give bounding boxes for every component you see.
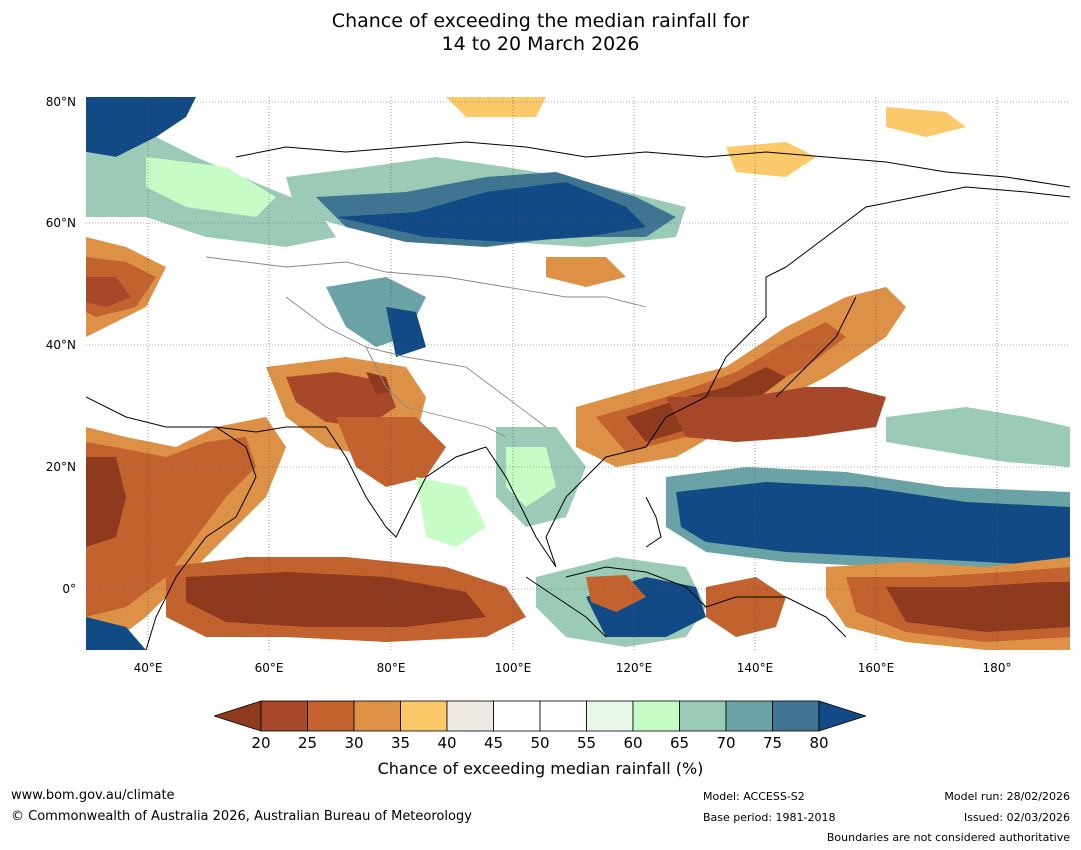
colorbar-segment xyxy=(493,700,541,732)
rainfall-map xyxy=(86,97,1070,650)
lat-label-60n: 60°N xyxy=(45,216,76,230)
colorbar-segment xyxy=(539,700,587,732)
lon-label-140e: 140°E xyxy=(736,661,774,675)
footer-copyright: © Commonwealth of Australia 2026, Austra… xyxy=(11,809,472,824)
lat-label-80n: 80°N xyxy=(45,95,76,109)
colorbar xyxy=(214,700,866,732)
colorbar-tick-label: 30 xyxy=(344,734,364,752)
footer-model-run: Model run: 28/02/2026 xyxy=(944,790,1070,803)
colorbar-tick-label: 40 xyxy=(437,734,457,752)
title-line-2: 14 to 20 March 2026 xyxy=(441,33,640,55)
colorbar-segment xyxy=(307,700,355,732)
colorbar-segment xyxy=(679,700,727,732)
colorbar-tick-label: 25 xyxy=(297,734,318,752)
country-borders xyxy=(205,256,647,438)
footer-issued: Issued: 02/03/2026 xyxy=(963,811,1070,824)
colorbar-tick-label: 60 xyxy=(623,734,643,752)
map-title: Chance of exceeding the median rainfall … xyxy=(0,10,1081,56)
colorbar-segment xyxy=(725,700,773,732)
graticule xyxy=(86,97,1070,650)
footer-url: www.bom.gov.au/climate xyxy=(11,788,175,803)
colorbar-arrow-high xyxy=(818,700,866,732)
colorbar-segment xyxy=(400,700,448,732)
colorbar-tick-label: 70 xyxy=(716,734,736,752)
colorbar-arrow-low xyxy=(214,700,262,732)
lat-label-20n: 20°N xyxy=(45,460,76,474)
colorbar-tick-label: 35 xyxy=(390,734,411,752)
lon-label-100e: 100°E xyxy=(494,661,532,675)
colorbar-segment xyxy=(446,700,494,732)
probability-shading xyxy=(86,97,1070,650)
lat-label-40n: 40°N xyxy=(45,338,76,352)
colorbar-segment xyxy=(772,700,820,732)
colorbar-tick-label: 55 xyxy=(576,734,597,752)
coastlines xyxy=(86,141,1070,650)
lon-label-120e: 120°E xyxy=(615,661,653,675)
colorbar-segment xyxy=(260,700,308,732)
lon-label-60e: 60°E xyxy=(254,661,284,675)
lon-label-180: 180° xyxy=(982,661,1012,675)
colorbar-segment xyxy=(632,700,680,732)
colorbar-tick-label: 75 xyxy=(762,734,783,752)
lat-label-0: 0° xyxy=(62,582,76,596)
footer-model: Model: ACCESS-S2 xyxy=(703,790,805,803)
colorbar-segment xyxy=(586,700,634,732)
title-line-1: Chance of exceeding the median rainfall … xyxy=(331,10,750,32)
lon-label-40e: 40°E xyxy=(133,661,163,675)
colorbar-tick-label: 50 xyxy=(530,734,550,752)
lon-label-160e: 160°E xyxy=(857,661,895,675)
colorbar-label: Chance of exceeding median rainfall (%) xyxy=(377,759,704,778)
colorbar-segment xyxy=(353,700,401,732)
footer-boundaries: Boundaries are not considered authoritat… xyxy=(826,831,1070,844)
colorbar-tick-label: 80 xyxy=(809,734,829,752)
colorbar-tick-label: 65 xyxy=(669,734,690,752)
colorbar-tick-label: 45 xyxy=(483,734,504,752)
lon-label-80e: 80°E xyxy=(376,661,406,675)
colorbar-tick-label: 20 xyxy=(251,734,271,752)
footer-base-period: Base period: 1981-2018 xyxy=(703,811,836,824)
